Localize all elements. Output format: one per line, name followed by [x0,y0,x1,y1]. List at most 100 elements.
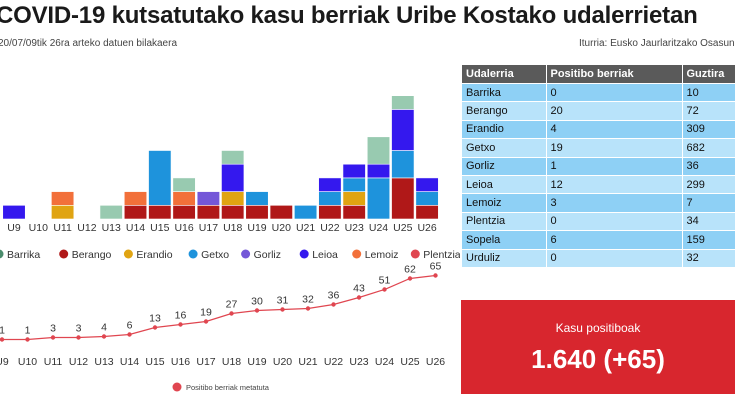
bar-segment [123,205,148,220]
bar-segment [366,177,391,220]
municipality-table: Udalerria Positibo berriak Guztira Barri… [462,65,735,267]
table-row: Getxo 19 682 [462,138,735,158]
table-cell: 36 [682,156,735,176]
table-row: Plentzia 0 34 [462,211,735,231]
table-cell: 3 [546,193,683,213]
line-point [152,325,158,330]
x-tick-label: U19 [247,356,266,368]
bar-segment [269,205,293,220]
legend-swatch [172,382,182,392]
x-tick-label: U25 [393,222,412,234]
legend-swatch [188,249,198,259]
table-row: Lemoiz 3 7 [462,193,735,213]
legend-swatch [123,249,133,259]
table-cell: Lemoiz [462,193,547,213]
bar-segment [221,163,245,192]
table-cell: 299 [682,174,735,194]
bar-segment [342,177,366,192]
bar-segment [342,163,366,179]
bar-segment [196,191,220,206]
x-tick-label: U13 [94,356,113,368]
bar-segment [245,191,269,206]
line-point [407,276,413,281]
bar-segment [148,205,172,220]
table-cell: 12 [546,174,683,194]
legend-label: Positibo berriak metatuta [186,383,270,392]
bar-segment [221,191,245,206]
table-row: Leioa 12 299 [462,174,735,194]
bar-segment [366,163,391,179]
bar-segment [391,150,415,179]
legend-swatch [0,249,4,259]
data-label: 19 [200,307,212,319]
bar-segment [172,177,196,192]
table-cell: 72 [682,101,735,121]
x-tick-label: U14 [126,222,145,234]
total-cases-box: Kasu positiboak 1.640 (+65) [461,300,735,394]
x-tick-label: U13 [102,222,121,234]
table-cell: 0 [546,82,683,102]
table-header-cell: Positibo berriak [546,65,683,84]
data-label: 3 [50,323,56,335]
table-cell: 6 [546,230,683,250]
x-tick-label: U16 [174,222,193,234]
x-tick-label: U17 [199,222,218,234]
x-tick-label: U19 [247,222,266,234]
x-tick-label: U18 [223,222,242,234]
x-tick-label: U21 [296,222,315,234]
table-cell: Barrika [462,82,547,102]
x-tick-label: U10 [29,222,48,234]
table-cell: Gorliz [462,156,547,176]
bar-segment [221,150,245,165]
bar-segment [415,191,439,206]
x-tick-label: U20 [273,356,292,368]
line-point [25,337,30,342]
data-label: 65 [430,261,442,273]
x-tick-label: U9 [0,356,9,368]
legend-label: Plentzia [423,249,460,261]
x-tick-label: U9 [7,222,21,234]
table-cell: 20 [546,101,683,121]
bar-segment [391,177,415,220]
legend-swatch [352,249,362,259]
legend-swatch [299,249,309,259]
bar-segment [415,177,439,192]
line-point [50,335,56,340]
data-label: 4 [101,322,107,334]
bar-segment [172,191,196,206]
bar-segment [123,191,148,206]
line-point [0,337,5,342]
data-label: 13 [149,313,161,325]
chart-subtitle: 20/07/09tik 26ra arteko datuen bilakaera [0,38,178,49]
data-label: 51 [379,275,391,287]
legend-swatch [241,249,251,259]
line-point [280,307,285,312]
legend-label: Berango [72,249,112,261]
table-cell: 159 [682,230,735,250]
x-tick-label: U22 [324,356,343,368]
data-label: 16 [175,310,187,322]
table-cell: 4 [546,119,683,139]
table-cell: 682 [682,138,735,158]
bar-segment [148,150,172,206]
legend-label: Barrika [7,249,40,261]
bar-segment [99,205,123,220]
data-label: 3 [76,323,82,335]
legend-swatch [59,249,69,259]
bar-segment [51,191,75,206]
charts-canvas: U9 U10 U11 U12 U13 U14 U15 U16 U17 U18 U19 U20 U21 U2… [0,95,460,392]
source-note: Iturria: Eusko Jaurlaritzako Osasun Sa [579,38,735,49]
legend-label: Getxo [201,249,229,261]
table-cell: 10 [682,82,735,102]
table-row: Urduliz 0 32 [462,248,735,267]
bar-segment [318,205,342,220]
table-row: Sopela 6 159 [462,230,735,250]
bar-segment [391,109,415,151]
bar-segment [221,205,245,220]
x-tick-label: U12 [77,222,96,234]
line-point [76,335,81,340]
data-label: 43 [353,283,365,295]
table-cell: 1 [546,156,683,176]
table-cell: Erandio [462,119,547,139]
data-label: 1 [0,325,5,337]
